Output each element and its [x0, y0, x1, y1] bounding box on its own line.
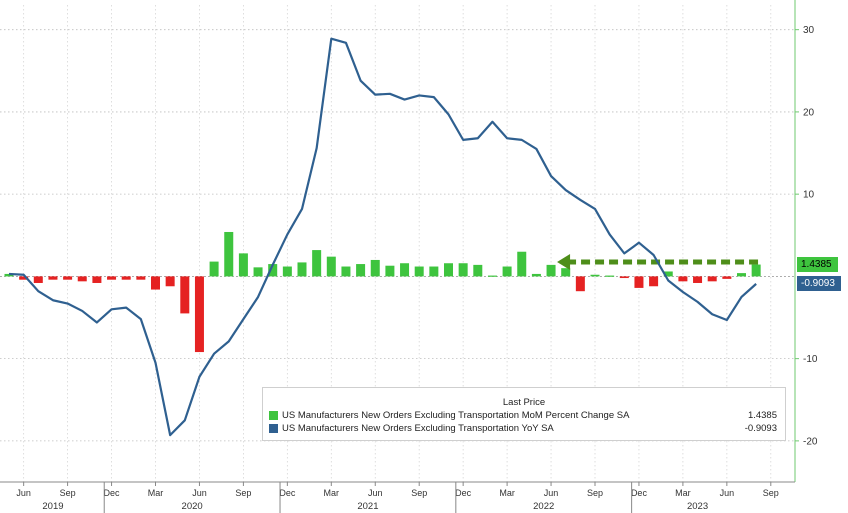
bar — [429, 266, 439, 277]
legend-swatch-mom — [269, 411, 278, 420]
bar — [575, 276, 585, 292]
bar — [634, 276, 644, 288]
x-tick-label: Sep — [411, 488, 427, 498]
y-tick-label: 20 — [803, 107, 815, 118]
bar — [356, 264, 366, 277]
year-label: 2021 — [357, 501, 378, 512]
x-tick-label: Mar — [499, 488, 515, 498]
x-tick-label: Dec — [279, 488, 296, 498]
bar — [605, 275, 615, 277]
bar — [487, 275, 497, 277]
bar — [707, 276, 717, 282]
legend-label-yoy: US Manufacturers New Orders Excluding Tr… — [282, 423, 554, 434]
bar — [649, 276, 659, 287]
x-tick-label: Mar — [148, 488, 164, 498]
legend-value-mom: 1.4385 — [747, 410, 777, 421]
legend-label-mom: US Manufacturers New Orders Excluding Tr… — [282, 410, 630, 421]
year-label: 2022 — [533, 501, 554, 512]
bar — [63, 276, 73, 280]
bar — [77, 276, 87, 282]
arrow-head — [557, 254, 571, 271]
bar — [693, 276, 703, 283]
dashed-arrow-annotation — [557, 254, 759, 271]
x-tick-label: Mar — [675, 488, 691, 498]
bar-series-mom — [4, 231, 761, 353]
bar — [194, 276, 204, 353]
x-tick-label: Dec — [631, 488, 648, 498]
bar — [400, 263, 410, 277]
x-tick-label: Jun — [720, 488, 735, 498]
year-label: 2019 — [42, 501, 63, 512]
bar — [517, 251, 527, 277]
bar — [502, 266, 512, 277]
bar — [180, 276, 190, 314]
bar — [136, 276, 146, 280]
x-tick-label: Jun — [192, 488, 207, 498]
bar — [238, 253, 248, 277]
year-label: 2020 — [182, 501, 203, 512]
legend-swatch-yoy — [269, 424, 278, 433]
bar — [19, 276, 29, 280]
yoy-line — [8, 37, 757, 437]
x-tick-label: Mar — [324, 488, 340, 498]
bar — [751, 264, 761, 277]
axes: 30 20 10 -10 -20 Jun Sep Dec Mar Jun Sep Dec Mar Jun S… — [0, 0, 818, 513]
bar — [151, 276, 160, 290]
bar — [92, 276, 102, 283]
bar — [268, 264, 278, 277]
x-tick-label: Sep — [60, 488, 76, 498]
bar — [663, 271, 673, 277]
bar — [531, 273, 541, 277]
x-tick-label: Jun — [544, 488, 559, 498]
y-tick-label: 10 — [803, 190, 815, 201]
legend: Last Price US Manufacturers New Orders E… — [262, 387, 786, 441]
bar — [297, 262, 307, 277]
last-price-tag-mom: 1.4385 — [797, 256, 838, 272]
bar — [282, 266, 292, 277]
bar — [561, 268, 571, 277]
legend-value-yoy: -0.9093 — [744, 423, 777, 434]
legend-entry-mom: US Manufacturers New Orders Excluding Tr… — [263, 409, 785, 422]
bar — [590, 274, 600, 277]
bar — [458, 263, 468, 277]
bar — [737, 273, 746, 277]
bar — [678, 276, 688, 282]
bar — [253, 267, 263, 277]
bar — [33, 276, 43, 283]
y-tick-label: -20 — [803, 436, 818, 447]
x-tick-label: Jun — [368, 488, 383, 498]
last-price-tag-yoy: -0.9093 — [797, 275, 841, 291]
bar — [121, 276, 131, 280]
y-tick-label: 30 — [803, 25, 815, 36]
bar — [4, 273, 14, 277]
bar — [48, 276, 58, 280]
bar — [107, 276, 117, 280]
bar — [722, 276, 732, 279]
x-tick-label: Dec — [455, 488, 472, 498]
line-series-yoy — [8, 37, 757, 437]
legend-entry-yoy: US Manufacturers New Orders Excluding Tr… — [263, 422, 785, 435]
x-tick-label: Jun — [16, 488, 31, 498]
x-tick-label: Sep — [763, 488, 779, 498]
bar — [224, 231, 234, 277]
year-label: 2023 — [687, 501, 708, 512]
legend-title: Last Price — [502, 397, 546, 408]
bar — [385, 265, 395, 277]
y-tick-label: -10 — [803, 354, 818, 365]
bar — [370, 259, 380, 277]
bar — [312, 250, 322, 277]
bar — [473, 264, 483, 277]
x-tick-label: Sep — [587, 488, 603, 498]
bar — [546, 264, 556, 277]
bar — [414, 266, 424, 277]
bar — [165, 276, 175, 287]
bar — [209, 261, 219, 277]
x-tick-label: Dec — [104, 488, 121, 498]
bar — [326, 256, 336, 277]
bar — [619, 276, 629, 279]
x-tick-label: Sep — [235, 488, 251, 498]
bar — [341, 266, 351, 277]
bar — [444, 263, 453, 277]
